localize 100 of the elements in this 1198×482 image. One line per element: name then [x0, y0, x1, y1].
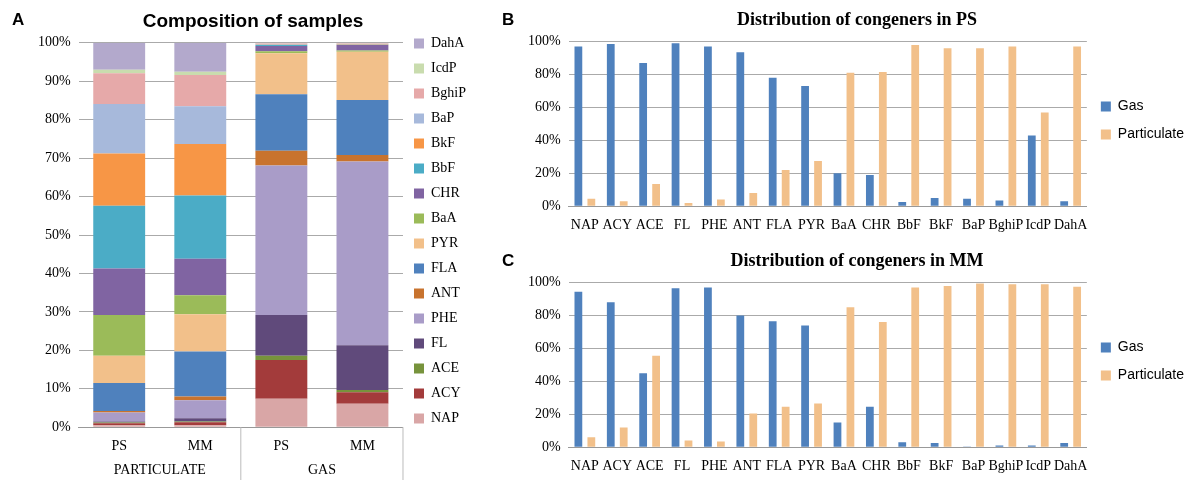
x-tick-label: BghiP — [988, 458, 1024, 474]
x-tick-label: FLA — [765, 458, 794, 474]
bar — [749, 413, 758, 447]
legend-label: NAP — [430, 410, 460, 426]
y-tick-label: 0% — [541, 197, 561, 213]
bar — [93, 314, 146, 356]
y-tick-label: 20% — [534, 405, 561, 421]
chart-title: Composition of samples — [142, 9, 364, 31]
x-tick-label: ANT — [732, 217, 762, 233]
bar — [336, 345, 389, 390]
x-tick-label: BaP — [961, 217, 986, 233]
x-tick-label: CHR — [861, 458, 892, 474]
bar — [255, 150, 308, 166]
x-tick-label: NAP — [570, 217, 600, 233]
bar — [1008, 46, 1017, 206]
bar — [1060, 443, 1069, 447]
legend-label: PYR — [430, 235, 459, 251]
legend-label: Gas — [1117, 338, 1144, 355]
x-tick-label: BkF — [929, 217, 954, 233]
y-tick-label: 20% — [44, 341, 71, 357]
x-tick-label: PS — [273, 438, 290, 454]
x-tick-label: ACY — [602, 217, 633, 233]
bar — [255, 94, 308, 151]
x-tick-label: BkF — [929, 458, 954, 474]
bar — [174, 195, 227, 259]
bar — [930, 197, 939, 206]
bar — [93, 205, 146, 269]
legend-label: BaP — [430, 110, 455, 126]
bar — [174, 351, 227, 397]
x-tick-label: BbF — [896, 458, 921, 474]
bar — [174, 258, 227, 296]
bar — [93, 103, 146, 154]
legend-label: FL — [430, 335, 448, 351]
bar — [814, 160, 822, 206]
y-tick-label: 80% — [534, 66, 561, 82]
bar — [174, 314, 227, 352]
legend-label: BghiP — [430, 85, 467, 101]
bar — [639, 63, 648, 206]
y-tick-label: 40% — [534, 373, 561, 389]
bar — [781, 169, 790, 206]
bar — [704, 46, 712, 206]
x-tick-label: MM — [187, 438, 214, 454]
bar — [255, 355, 308, 360]
legend-label: BkF — [430, 135, 456, 151]
bar — [652, 355, 660, 447]
x-tick-label: NAP — [570, 458, 600, 474]
bar — [846, 72, 855, 206]
bar — [93, 73, 146, 104]
bar — [930, 443, 939, 447]
bar — [736, 315, 745, 447]
bar — [336, 403, 389, 427]
bar — [704, 287, 712, 447]
bar — [801, 86, 809, 206]
y-tick-label: 100% — [37, 34, 71, 50]
bar — [801, 325, 809, 447]
x-tick-label: PHE — [701, 458, 728, 474]
legend-label: DahA — [430, 35, 466, 51]
bar — [619, 427, 628, 447]
bar — [1040, 284, 1049, 447]
bar — [174, 400, 227, 419]
bar — [255, 398, 308, 427]
bar — [174, 106, 227, 144]
bar — [606, 302, 615, 447]
bar — [1060, 201, 1069, 206]
legend-label: ANT — [430, 285, 461, 301]
y-tick-label: 100% — [527, 33, 561, 49]
x-tick-label: CHR — [861, 217, 892, 233]
bar — [574, 291, 583, 447]
text: GAS — [307, 461, 336, 477]
bar — [878, 322, 887, 447]
bar — [1073, 286, 1082, 447]
y-tick-label: 50% — [44, 226, 71, 242]
bar — [781, 406, 790, 447]
bar — [911, 287, 920, 447]
bar — [93, 42, 146, 70]
bar — [943, 285, 952, 447]
bar — [976, 283, 984, 447]
y-tick-label: 40% — [534, 132, 561, 148]
y-tick-label: 90% — [44, 72, 71, 88]
bar — [336, 155, 389, 162]
bar — [768, 77, 777, 206]
bar — [833, 173, 842, 206]
x-tick-label: BaA — [831, 458, 858, 474]
y-tick-label: 80% — [44, 111, 71, 127]
x-tick-label: PS — [111, 438, 127, 454]
bar — [93, 153, 146, 206]
bar — [1008, 284, 1017, 447]
bar — [717, 441, 725, 447]
bar — [846, 307, 855, 447]
bar — [255, 314, 308, 356]
bar — [639, 373, 648, 447]
x-tick-label: PYR — [797, 458, 826, 474]
legend-label: BbF — [430, 160, 456, 176]
bar — [911, 44, 920, 206]
x-tick-label: BghiP — [988, 217, 1024, 233]
legend-label: ACY — [430, 385, 461, 401]
bar — [671, 288, 680, 447]
bar — [878, 72, 887, 206]
x-tick-label: ACY — [602, 458, 633, 474]
bar — [619, 201, 628, 206]
